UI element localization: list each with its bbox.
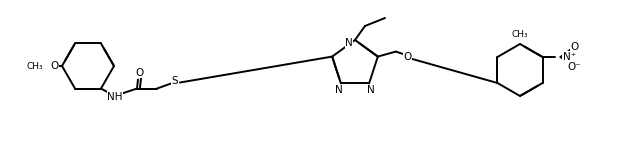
Text: O: O (50, 61, 58, 71)
Text: CH₃: CH₃ (512, 30, 529, 38)
Text: NH: NH (107, 91, 123, 102)
Text: O: O (570, 42, 579, 52)
Text: N⁺: N⁺ (563, 52, 575, 62)
Text: CH₃: CH₃ (26, 61, 43, 70)
Text: S: S (172, 76, 178, 85)
Text: N: N (345, 38, 353, 48)
Text: O: O (404, 52, 412, 62)
Text: O: O (135, 67, 143, 78)
Text: O⁻: O⁻ (568, 62, 581, 72)
Text: N: N (335, 85, 343, 95)
Text: N: N (367, 85, 375, 95)
